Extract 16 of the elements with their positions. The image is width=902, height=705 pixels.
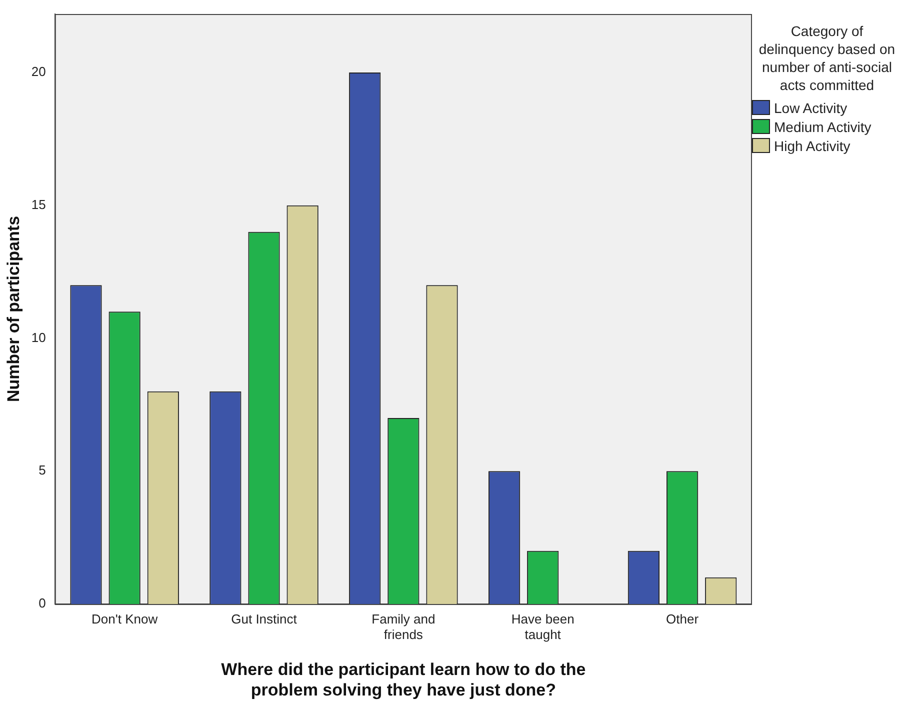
y-axis-title: Number of participants: [4, 216, 23, 402]
y-tick-label: 15: [31, 196, 46, 212]
x-tick-label: Family and friends: [372, 611, 436, 642]
legend-label: Medium Activity: [773, 118, 872, 136]
y-tick-label: 5: [38, 462, 46, 478]
x-tick-label: Have been taught: [511, 611, 574, 642]
legend-title: Category of delinquency based on number of anti-social acts committed: [758, 22, 896, 94]
y-tick-label: 20: [31, 64, 46, 80]
x-tick-label: Don't Know: [92, 611, 158, 626]
x-tick-label: Other: [666, 611, 700, 626]
legend-label: Low Activity: [773, 98, 848, 117]
legend-label: High Activity: [773, 136, 852, 155]
x-tick-label: Gut Instinct: [231, 611, 298, 626]
y-tick-label: 0: [38, 596, 46, 611]
x-axis-title: Where did the participant learn how to do the problem solving they have just done?: [221, 660, 586, 700]
y-tick-label: 10: [31, 330, 46, 345]
